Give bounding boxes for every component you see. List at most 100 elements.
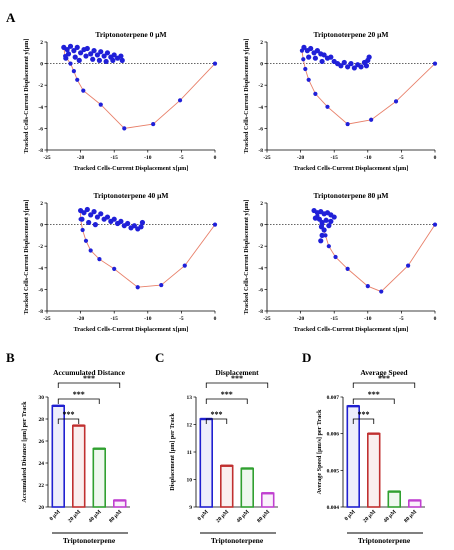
y-tick-label: 26 bbox=[39, 439, 45, 445]
y-tick-label: -6 bbox=[38, 126, 43, 132]
cell-dot bbox=[91, 209, 97, 215]
track-plot-t40: Triptonoterpene 40 μM -25 -20 -15 -10 -5 0 2 0 -2… bbox=[23, 191, 218, 333]
significance-marker: *** bbox=[231, 374, 243, 383]
cell-dot bbox=[321, 52, 327, 58]
significance-bracket bbox=[205, 398, 248, 404]
cell-dot bbox=[328, 54, 334, 60]
cell-dot bbox=[84, 45, 90, 52]
cell-dot bbox=[306, 54, 312, 60]
x-tick-label: 20 μM bbox=[362, 509, 378, 525]
significance-marker: *** bbox=[63, 410, 75, 419]
x-tick-label: -5 bbox=[179, 155, 184, 161]
y-tick-label: -6 bbox=[258, 126, 263, 132]
cell-dot bbox=[101, 53, 107, 59]
track-point bbox=[88, 248, 93, 253]
cell-dot bbox=[74, 44, 80, 51]
y-tick-label: 0 bbox=[40, 223, 43, 229]
plot-title: Triptonoterpene 20 μM bbox=[314, 30, 389, 39]
track-point bbox=[78, 217, 83, 222]
track-point bbox=[432, 61, 438, 66]
group-label: Triptonoterpene bbox=[211, 536, 264, 545]
y-tick-label: -2 bbox=[38, 244, 43, 250]
y-tick-label: 0.004 bbox=[327, 505, 340, 511]
track-point bbox=[326, 244, 331, 249]
track-plot-t80: Triptonoterpene 80 μM -25 -20 -15 -10 -5 0 2 0 -2… bbox=[243, 191, 438, 333]
x-tick-label: -25 bbox=[263, 155, 271, 161]
y-axis-label: Tracked Cells-Current Displacement y[μm] bbox=[243, 200, 250, 315]
significance-bracket bbox=[57, 398, 100, 404]
track-point bbox=[393, 99, 399, 104]
track-point bbox=[345, 266, 350, 271]
bar bbox=[387, 490, 401, 508]
x-tick-label: 0 bbox=[434, 316, 437, 322]
x-tick-label: -15 bbox=[111, 316, 119, 322]
group-label: Triptonoterpene bbox=[63, 536, 116, 545]
track-point bbox=[159, 282, 164, 288]
cell-dot bbox=[88, 212, 94, 218]
track-line bbox=[63, 47, 216, 129]
x-tick-label: 0 bbox=[214, 316, 217, 322]
cell-dot bbox=[98, 211, 104, 217]
y-tick-label: 11 bbox=[187, 450, 192, 456]
y-tick-label: -4 bbox=[38, 105, 43, 111]
track-point bbox=[365, 284, 370, 289]
cell-dot bbox=[119, 57, 125, 63]
x-tick-label: -10 bbox=[364, 316, 372, 322]
cell-dot bbox=[319, 232, 325, 238]
track-point bbox=[182, 263, 187, 268]
track-point bbox=[406, 263, 411, 268]
cell-dot bbox=[86, 219, 92, 226]
x-tick-label: 20 μM bbox=[67, 509, 83, 525]
y-tick-label: 2 bbox=[40, 40, 43, 46]
y-tick-label: -8 bbox=[38, 148, 43, 154]
track-point bbox=[63, 53, 68, 59]
bar bbox=[199, 418, 213, 508]
cell-dot bbox=[96, 57, 103, 63]
cell-dot bbox=[111, 52, 117, 58]
track-plot-t20: Triptonoterpene 20 μM -25 -20 -15 -10 -5 0 2 0 -2… bbox=[243, 30, 438, 172]
cell-dot bbox=[65, 51, 72, 57]
cell-dot bbox=[318, 238, 324, 244]
track-point bbox=[78, 208, 83, 213]
cell-dot bbox=[67, 43, 74, 49]
group-label: Triptonoterpene bbox=[358, 536, 411, 545]
x-tick-label: 40 μM bbox=[383, 509, 399, 525]
x-tick-label: 40 μM bbox=[88, 509, 104, 525]
y-tick-label: -4 bbox=[258, 266, 263, 272]
x-tick-label: -15 bbox=[331, 316, 339, 322]
track-point bbox=[98, 102, 103, 107]
panel-label-d: D bbox=[302, 350, 311, 365]
x-axis-label: Tracked Cells-Current Displacement x[μm] bbox=[294, 326, 409, 333]
cell-dot bbox=[328, 218, 334, 224]
x-tick-label: 0 bbox=[214, 155, 217, 161]
y-tick-label: 20 bbox=[39, 505, 45, 511]
bar bbox=[261, 492, 275, 508]
track-point bbox=[81, 88, 86, 93]
track-point bbox=[68, 61, 73, 66]
y-axis-label: Tracked Cells-Current Displacement y[μm] bbox=[23, 39, 30, 154]
x-tick-label: -20 bbox=[77, 155, 85, 161]
x-tick-label: 80 μM bbox=[256, 509, 272, 525]
bar-chart-title: Average Speed bbox=[360, 368, 408, 377]
cell-dot bbox=[94, 52, 100, 58]
y-axis-label: Displacement [μm] per Track bbox=[169, 413, 176, 491]
panel-label-b: B bbox=[6, 350, 15, 365]
x-tick-label: -25 bbox=[43, 316, 51, 322]
track-point bbox=[122, 126, 127, 131]
y-axis-label: Tracked Cells-Current Displacement y[μm] bbox=[23, 200, 30, 315]
track-point bbox=[320, 222, 325, 227]
track-point bbox=[83, 238, 89, 243]
significance-marker: *** bbox=[378, 374, 390, 383]
y-tick-label: 0.006 bbox=[327, 432, 340, 438]
track-point bbox=[299, 48, 305, 53]
significance-bracket bbox=[352, 398, 395, 404]
cell-dot bbox=[76, 57, 82, 63]
bar-chart-title: Displacement bbox=[215, 368, 259, 377]
y-tick-label: 28 bbox=[39, 417, 45, 423]
significance-marker: *** bbox=[221, 390, 233, 399]
track-point bbox=[325, 104, 330, 109]
cell-dot bbox=[90, 56, 96, 62]
y-tick-label: -8 bbox=[258, 309, 263, 315]
bar-chart-c: Displacement 9 10 11 12 13 Displacement [μm] p… bbox=[169, 368, 278, 545]
track-point bbox=[112, 266, 117, 271]
